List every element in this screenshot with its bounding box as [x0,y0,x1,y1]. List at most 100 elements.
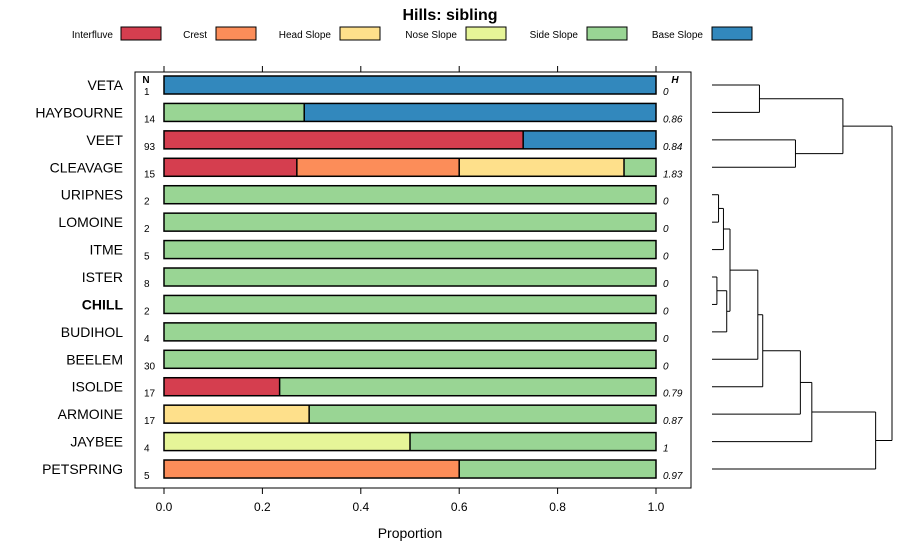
bar-segment-base-slope [304,103,656,122]
bar-segment-side-slope [410,432,656,451]
bar-segment-base-slope [523,130,656,149]
row-chill: CHILL 2 0 [82,294,669,317]
bar-outline [163,294,657,315]
legend-swatch-interfluve [120,26,162,41]
h-value: 1 [663,444,669,455]
bar-segment-head-slope [164,405,310,424]
legend-label-side-slope: Side Slope [530,30,579,41]
row-itme: ITME 5 0 [90,239,669,263]
n-value: 2 [144,197,150,208]
row-budihol: BUDIHOL 4 0 [61,322,669,345]
bar-outline [163,349,657,370]
bar-outline [163,157,657,178]
n-value: 4 [144,334,150,345]
bar-outline [163,239,657,260]
bar-segment-side-slope [164,185,656,204]
bar-segment-interfluve [164,130,524,149]
legend: Interfluve Crest Head Slope Nose Slope Side … [72,26,753,41]
h-value: 0.79 [663,389,683,400]
dendrogram [712,84,893,470]
bar-outline [163,75,657,95]
n-value: 17 [144,389,156,400]
row-label: HAYBOURNE [35,104,123,120]
row-cleavage: CLEAVAGE 15 1.83 [50,157,683,180]
bar-outline [163,130,657,150]
h-value: 0 [663,279,669,290]
bar-outline [163,431,657,452]
row-ister: ISTER 8 0 [82,267,669,290]
x-tick-label: 0.4 [352,500,369,514]
row-beelem: BEELEM 30 0 [66,349,669,372]
bar-segment-side-slope [164,322,656,341]
row-jaybee: JAYBEE 4 1 [70,431,669,455]
x-axis: 0.0 0.2 0.4 0.6 0.8 1.0 [156,66,665,514]
bar-segment-interfluve [164,377,280,396]
bar-segment-base-slope [164,76,656,94]
row-label: BUDIHOL [61,324,123,340]
x-axis-label: Proportion [378,525,443,541]
n-value: 93 [144,142,156,153]
chart-title: Hills: sibling [402,7,497,24]
bar-rows: VETA 1 0 HAYBOURNE 14 0.86 VEET 93 0.84 CLEAVAGE 1… [35,75,683,482]
n-value: 4 [144,444,150,455]
row-label: ITME [90,242,123,258]
row-veet: VEET 93 0.84 [86,130,683,153]
legend-swatch-head-slope [339,26,381,41]
n-header: N [142,75,149,86]
legend-swatch-nose-slope [465,26,507,41]
row-lomoine: LOMOINE 2 0 [58,212,669,235]
h-value: 0 [663,361,669,372]
bar-segment-side-slope [164,295,656,314]
h-value: 0 [663,87,669,98]
row-label: CHILL [82,296,124,312]
bar-outline [163,267,657,287]
h-value: 0.86 [663,114,683,125]
legend-label-base-slope: Base Slope [652,30,704,41]
h-header: H [671,75,679,86]
row-label: URIPNES [61,187,123,203]
n-value: 30 [144,361,156,372]
x-tick-label: 0.8 [549,500,566,514]
n-value: 8 [144,279,150,290]
x-tick-label: 0.0 [156,500,173,514]
plot-frame [134,71,692,489]
h-value: 0 [663,252,669,263]
bar-segment-side-slope [279,377,656,396]
row-label: LOMOINE [58,214,123,230]
row-label: ISOLDE [72,379,123,395]
n-value: 2 [144,306,150,317]
row-label: ISTER [82,269,123,285]
row-label: PETSPRING [42,461,123,477]
bar-segment-side-slope [459,460,656,479]
n-value: 14 [144,114,156,125]
bar-segment-side-slope [164,268,656,287]
bar-outline [163,102,657,123]
bar-segment-nose-slope [164,432,410,451]
bar-segment-side-slope [164,213,656,232]
h-value: 0 [663,224,669,235]
n-value: 5 [144,252,150,263]
row-haybourne: HAYBOURNE 14 0.86 [35,102,683,125]
n-value: 5 [144,471,150,482]
h-value: 0 [663,334,669,345]
bar-outline [163,212,657,232]
row-label: VEET [86,132,123,148]
legend-swatch-base-slope [711,26,753,41]
row-label: JAYBEE [70,434,123,450]
h-value: 0 [663,197,669,208]
bar-segment-side-slope [164,240,656,259]
legend-label-nose-slope: Nose Slope [405,30,457,41]
row-label: VETA [87,77,123,93]
bar-outline [163,404,657,424]
h-value: 0.87 [663,416,683,427]
bar-segment-interfluve [164,158,297,177]
h-value: 1.83 [663,169,683,180]
bar-segment-crest [164,460,460,479]
h-value: 0.84 [663,142,683,153]
n-value: 17 [144,416,156,427]
row-label: BEELEM [66,351,123,367]
bar-segment-side-slope [164,103,305,122]
n-value: 2 [144,224,150,235]
bar-segment-side-slope [309,405,656,424]
